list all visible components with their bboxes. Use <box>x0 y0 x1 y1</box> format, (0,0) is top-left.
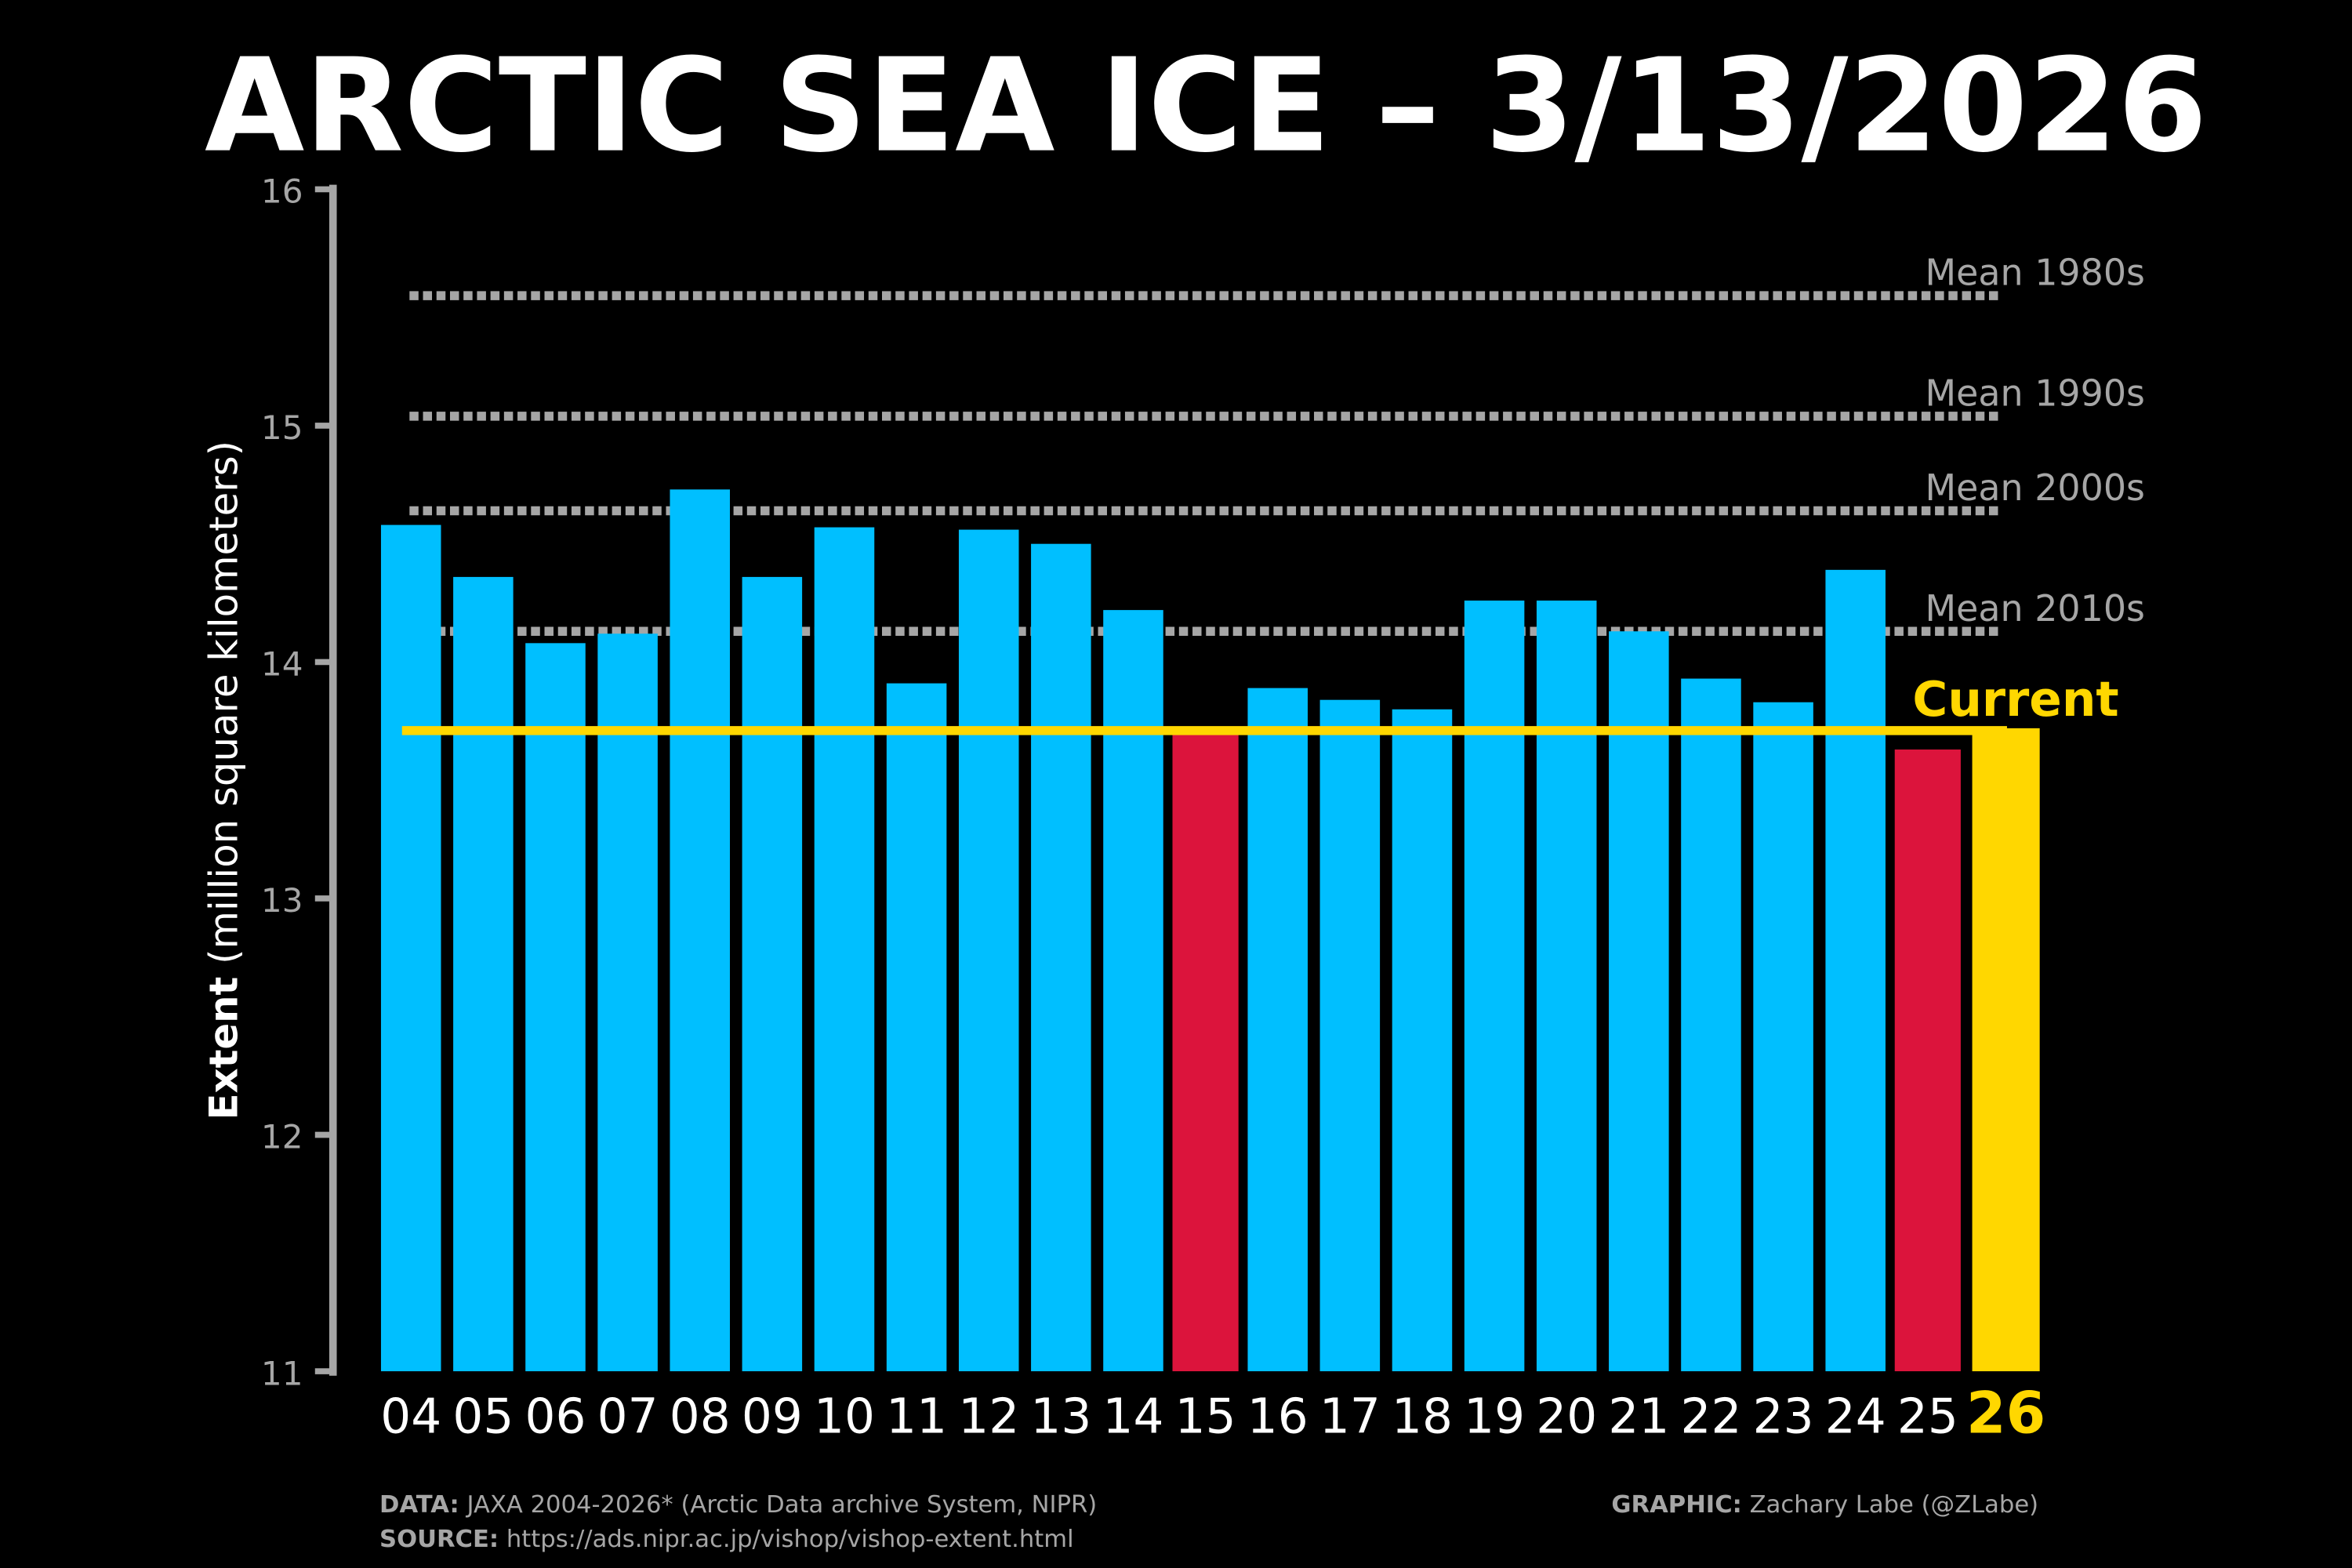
bar-26 <box>1972 728 2040 1372</box>
x-tick-label: 09 <box>742 1388 803 1444</box>
bar-04 <box>380 524 441 1372</box>
x-tick-label: 19 <box>1464 1388 1525 1444</box>
footer: DATA: JAXA 2004-2026* (Arctic Data archi… <box>379 1491 2038 1553</box>
x-tick-label: 08 <box>670 1388 731 1444</box>
footer-graphic-text: Zachary Labe (@ZLabe) <box>1750 1491 2038 1519</box>
y-tick-label: 14 <box>261 645 303 684</box>
x-tick-label: 12 <box>958 1388 1019 1444</box>
reference-line-label: Mean 2010s <box>1926 587 2145 630</box>
bar-20 <box>1536 601 1597 1372</box>
x-tick-label: 06 <box>525 1388 586 1444</box>
x-tick-label: 10 <box>814 1388 875 1444</box>
bar-18 <box>1392 709 1453 1372</box>
bar-11 <box>886 683 947 1372</box>
footer-data-label: DATA: <box>379 1491 459 1519</box>
x-tick-label: 13 <box>1030 1388 1091 1444</box>
x-tick-label: 14 <box>1103 1388 1164 1444</box>
footer-source: SOURCE: https://ads.nipr.ac.jp/vishop/vi… <box>379 1526 1074 1553</box>
footer-graphic: GRAPHIC: Zachary Labe (@ZLabe) <box>1611 1491 2038 1519</box>
bar-10 <box>814 527 875 1372</box>
bar-24 <box>1825 569 1886 1372</box>
y-axis-label-units: (million square kilometers) <box>201 441 246 964</box>
y-tick-label: 11 <box>261 1354 303 1392</box>
bar-14 <box>1103 610 1163 1372</box>
bar-05 <box>453 576 514 1372</box>
bars <box>380 489 2040 1372</box>
x-tick-label: 20 <box>1536 1388 1597 1444</box>
current-line-group: Current <box>401 672 2119 735</box>
bar-19 <box>1464 601 1525 1372</box>
footer-data: DATA: JAXA 2004-2026* (Arctic Data archi… <box>379 1491 1097 1519</box>
bar-17 <box>1319 699 1381 1372</box>
x-tick-label: 07 <box>597 1388 659 1444</box>
x-tick-label: 23 <box>1753 1388 1814 1444</box>
reference-line-label: Mean 2000s <box>1926 466 2145 509</box>
footer-data-text: JAXA 2004-2026* (Arctic Data archive Sys… <box>466 1491 1098 1519</box>
x-tick-label: 04 <box>380 1388 441 1444</box>
reference-line-label: Mean 1980s <box>1926 252 2145 294</box>
y-axis-label: Extent (million square kilometers) <box>201 441 246 1120</box>
x-tick-label: 24 <box>1825 1388 1886 1444</box>
bar-22 <box>1681 678 1741 1372</box>
bar-21 <box>1609 631 1669 1372</box>
x-tick-label: 18 <box>1392 1388 1453 1444</box>
footer-graphic-label: GRAPHIC: <box>1611 1491 1742 1519</box>
footer-source-label: SOURCE: <box>379 1526 499 1553</box>
y-tick-label: 15 <box>261 408 303 447</box>
y-axis: 11 12 13 14 15 16 <box>261 172 337 1392</box>
bar-07 <box>597 633 658 1372</box>
y-tick-label: 16 <box>261 172 303 211</box>
x-tick-label: 22 <box>1681 1388 1742 1444</box>
bar-16 <box>1247 688 1308 1372</box>
y-axis-label-bold: Extent <box>201 977 246 1120</box>
x-tick-label: 21 <box>1608 1388 1669 1444</box>
chart-title: ARCTIC SEA ICE – 3/13/2026 <box>205 31 2207 181</box>
bar-25 <box>1894 750 1961 1372</box>
bar-13 <box>1031 543 1091 1372</box>
x-tick-label: 05 <box>452 1388 514 1444</box>
x-tick-label: 25 <box>1897 1388 1958 1444</box>
bar-12 <box>958 529 1019 1372</box>
bar-15 <box>1172 732 1239 1372</box>
x-tick-label: 16 <box>1247 1388 1308 1444</box>
x-tick-labels: 04 05 06 07 08 09 10 11 12 13 14 15 16 17 18 19 20 21 22 23… <box>380 1381 2045 1446</box>
bar-08 <box>670 489 730 1372</box>
y-tick-label: 12 <box>261 1118 303 1156</box>
x-tick-label: 17 <box>1319 1388 1381 1444</box>
bar-23 <box>1753 702 1813 1372</box>
x-tick-label: 15 <box>1175 1388 1236 1444</box>
bar-06 <box>525 643 586 1372</box>
current-line-label: Current <box>1912 672 2118 728</box>
x-tick-label: 11 <box>886 1388 947 1444</box>
bar-09 <box>742 576 803 1372</box>
footer-source-link[interactable]: https://ads.nipr.ac.jp/vishop/vishop-ext… <box>506 1526 1074 1553</box>
y-tick-label: 13 <box>261 881 303 920</box>
x-tick-label: 26 <box>1966 1381 2045 1446</box>
reference-line-label: Mean 1990s <box>1926 372 2145 414</box>
